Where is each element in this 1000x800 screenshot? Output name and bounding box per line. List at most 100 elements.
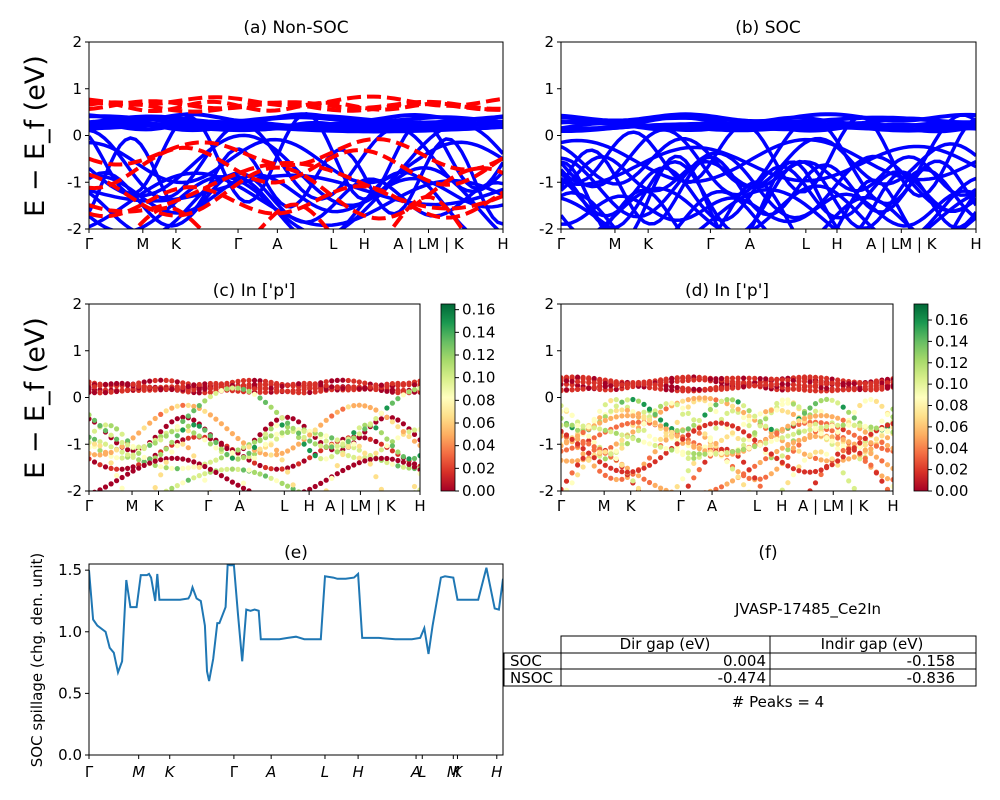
projection-dot xyxy=(114,455,120,461)
projection-dot xyxy=(812,449,819,455)
projection-dot xyxy=(575,379,581,385)
projection-dot xyxy=(108,465,114,471)
projection-dot xyxy=(411,464,418,470)
projection-dot xyxy=(669,384,675,390)
projection-dot xyxy=(229,455,235,461)
projection-dot xyxy=(180,427,186,433)
projection-dot xyxy=(862,455,868,461)
projection-dot xyxy=(323,386,329,392)
projection-dot xyxy=(630,420,636,426)
projection-dot xyxy=(318,480,324,486)
projection-dot xyxy=(763,499,768,504)
projection-dot xyxy=(213,390,219,396)
projection-dot xyxy=(136,450,142,456)
projection-dot xyxy=(707,396,714,402)
projection-dot xyxy=(790,386,797,392)
projection-dot xyxy=(613,456,619,462)
projection-dot xyxy=(580,438,586,445)
projection-dot xyxy=(169,386,175,392)
projection-dot xyxy=(580,423,586,429)
projection-dot xyxy=(130,464,136,470)
projection-dot xyxy=(868,499,873,504)
projection-dot xyxy=(262,464,269,471)
projection-dot xyxy=(395,498,400,503)
projection-dot xyxy=(862,429,868,435)
projection-dot xyxy=(680,398,686,404)
ytick-label: -2 xyxy=(539,482,554,500)
projection-dot xyxy=(868,440,874,446)
projection-dot xyxy=(812,455,819,461)
projection-dot xyxy=(862,398,868,404)
projection-dot xyxy=(580,429,586,436)
panel-f-title: (f) xyxy=(758,543,777,563)
projection-dot xyxy=(163,423,169,429)
projection-dot xyxy=(663,487,669,491)
gap-table-row-soc-label: SOC xyxy=(510,652,542,670)
projection-dot xyxy=(367,421,373,427)
projection-dot xyxy=(362,450,368,456)
projection-dot xyxy=(89,439,92,446)
projection-dot xyxy=(658,436,664,442)
projection-dot xyxy=(718,484,725,490)
projection-dot xyxy=(873,436,880,442)
projection-dot xyxy=(285,465,291,471)
projection-dot xyxy=(884,384,891,390)
projection-dot xyxy=(119,387,125,394)
projection-dot xyxy=(356,435,362,441)
projection-dot xyxy=(879,426,885,432)
projection-dot xyxy=(619,462,625,468)
projection-dot xyxy=(790,378,797,384)
projection-dot xyxy=(356,455,362,461)
projection-dot xyxy=(724,401,730,407)
projection-dot xyxy=(152,377,158,384)
panel-c-projected-bands xyxy=(89,377,420,511)
projection-dot xyxy=(240,485,247,491)
xtick-label: H xyxy=(359,235,370,253)
projection-dot xyxy=(586,457,592,463)
projection-dot xyxy=(862,423,868,429)
projection-dot xyxy=(108,460,114,466)
projection-dot xyxy=(91,459,98,465)
projection-dot xyxy=(746,383,752,389)
projection-dot xyxy=(158,451,164,458)
projection-dot xyxy=(563,378,570,384)
projection-dot xyxy=(224,506,229,511)
projection-dot xyxy=(575,374,581,380)
projection-dot xyxy=(729,423,736,429)
projection-dot xyxy=(857,386,863,393)
projection-dot xyxy=(624,407,631,413)
gap-table-row-soc-indir: -0.158 xyxy=(907,652,955,670)
projection-dot xyxy=(240,480,247,486)
projection-dot xyxy=(868,396,874,403)
projection-dot xyxy=(219,505,224,510)
colorbar-tick-label: 0.16 xyxy=(935,311,968,329)
projection-dot xyxy=(340,377,346,383)
projection-dot xyxy=(285,424,291,430)
projection-dot xyxy=(868,450,874,457)
projection-dot xyxy=(174,443,180,449)
xtick-label: H xyxy=(970,235,981,253)
projection-dot xyxy=(735,425,741,432)
projection-dot xyxy=(774,376,780,382)
projection-dot xyxy=(141,379,147,385)
panel-d-title: (d) In ['p'] xyxy=(685,281,769,301)
projection-dot xyxy=(323,444,329,450)
projection-dot xyxy=(680,374,686,380)
projection-dot xyxy=(768,376,774,382)
projection-dot xyxy=(658,382,664,389)
projection-dot xyxy=(608,383,614,389)
projection-dot xyxy=(884,442,891,449)
colorbar-tick-label: 0.00 xyxy=(935,482,968,500)
projection-dot xyxy=(290,486,296,491)
projection-dot xyxy=(840,447,846,454)
projection-dot xyxy=(207,466,213,472)
projection-dot xyxy=(835,429,841,435)
projection-dot xyxy=(575,462,581,468)
projection-dot xyxy=(569,436,575,442)
projection-dot xyxy=(563,407,570,413)
projection-dot xyxy=(329,384,335,390)
projection-dot xyxy=(818,424,824,430)
projection-dot xyxy=(691,422,697,428)
projection-dot xyxy=(735,448,741,454)
projection-dot xyxy=(746,475,752,481)
